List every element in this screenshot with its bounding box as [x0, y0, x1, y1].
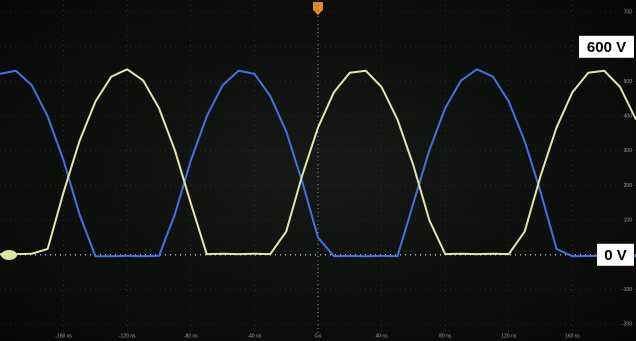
y-tick-label: 300	[624, 148, 633, 154]
x-tick-label: 40 ns	[375, 333, 388, 339]
y-tick-label: 100	[624, 217, 633, 223]
y-tick-label: 200	[624, 183, 633, 189]
x-tick-label: -120 ns	[119, 333, 136, 339]
x-tick-label: 160 ns	[565, 333, 581, 339]
x-tick-label: 0 s	[315, 333, 322, 339]
annotation-label: 600 V	[587, 39, 626, 56]
x-tick-label: -40 ns	[247, 333, 261, 339]
y-tick-label: -200	[622, 321, 632, 327]
y-tick-label: 400	[624, 113, 633, 119]
annotation-label: 0 V	[604, 247, 627, 264]
x-tick-label: 80 ns	[439, 333, 452, 339]
scope-screen: 7006005004003002001000-100-200-160 ns-12…	[0, 0, 636, 341]
y-tick-label: 700	[624, 9, 633, 15]
x-tick-label: -80 ns	[184, 333, 198, 339]
y-tick-label: -100	[622, 287, 632, 293]
y-tick-label: 500	[624, 79, 633, 85]
x-tick-label: -160 ns	[55, 333, 72, 339]
x-tick-label: 120 ns	[501, 333, 517, 339]
